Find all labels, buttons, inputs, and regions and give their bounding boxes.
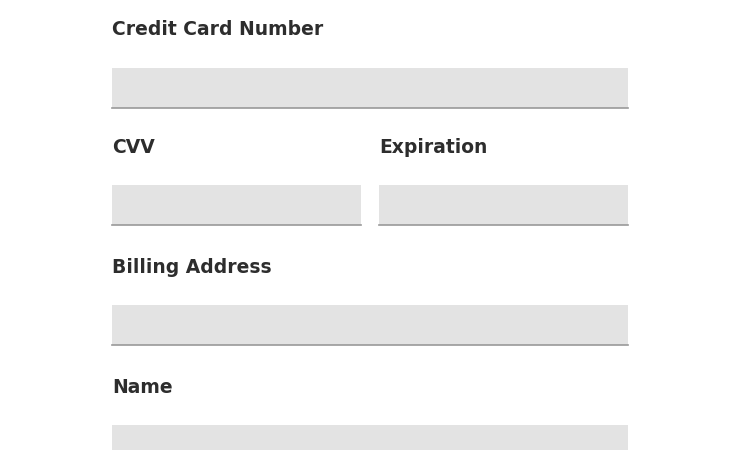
Bar <box>112 68 628 108</box>
Text: Billing Address: Billing Address <box>112 258 272 277</box>
Text: Expiration: Expiration <box>379 138 487 157</box>
Bar <box>379 185 628 225</box>
Bar <box>112 425 628 450</box>
Text: Credit Card Number: Credit Card Number <box>112 20 323 39</box>
Bar <box>112 185 361 225</box>
Text: Name: Name <box>112 378 173 397</box>
Text: CVV: CVV <box>112 138 155 157</box>
Bar <box>112 305 628 345</box>
